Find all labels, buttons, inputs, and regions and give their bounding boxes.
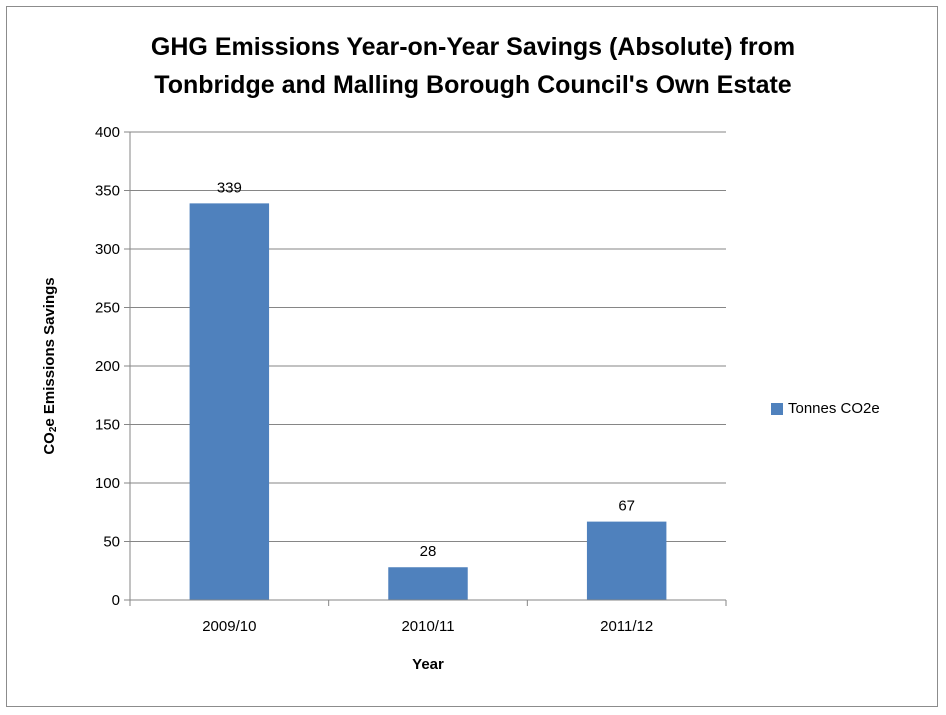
y-tick-label: 350 — [95, 183, 120, 200]
y-axis-title-subscript: 2 — [48, 426, 59, 433]
y-tick-label: 300 — [95, 241, 120, 258]
data-label: 28 — [420, 543, 437, 560]
data-label: 67 — [618, 498, 635, 515]
chart-frame — [6, 6, 938, 707]
x-axis-title: Year — [412, 656, 444, 673]
bar — [388, 567, 468, 600]
y-axis-title-suffix: e Emissions Savings — [41, 277, 58, 427]
legend-label: Tonnes CO2e — [788, 400, 880, 417]
y-axis-title-prefix: CO — [41, 432, 58, 455]
y-tick-label: 0 — [112, 592, 120, 609]
bar — [586, 521, 667, 600]
chart-title-line-2: Tonbridge and Malling Borough Council's … — [154, 71, 792, 99]
y-tick-label: 150 — [95, 417, 120, 434]
y-axis-title: CO2e Emissions Savings — [41, 277, 59, 454]
y-tick-label: 200 — [95, 358, 120, 375]
x-tick-label: 2010/11 — [401, 618, 454, 635]
x-tick-label: 2009/10 — [202, 618, 256, 635]
bar — [189, 203, 270, 600]
y-tick-label: 50 — [103, 534, 120, 551]
legend-swatch — [771, 402, 783, 415]
y-tick-label: 100 — [95, 475, 120, 492]
data-label: 339 — [217, 179, 242, 196]
y-tick-label: 250 — [95, 300, 120, 317]
chart-title-line-1: GHG Emissions Year-on-Year Savings (Abso… — [150, 33, 796, 61]
y-tick-label: 400 — [95, 124, 120, 141]
x-tick-label: 2011/12 — [600, 618, 653, 635]
chart-title: GHG Emissions Year-on-Year Savings (Abso… — [0, 28, 946, 104]
legend: Tonnes CO2e — [771, 400, 880, 417]
